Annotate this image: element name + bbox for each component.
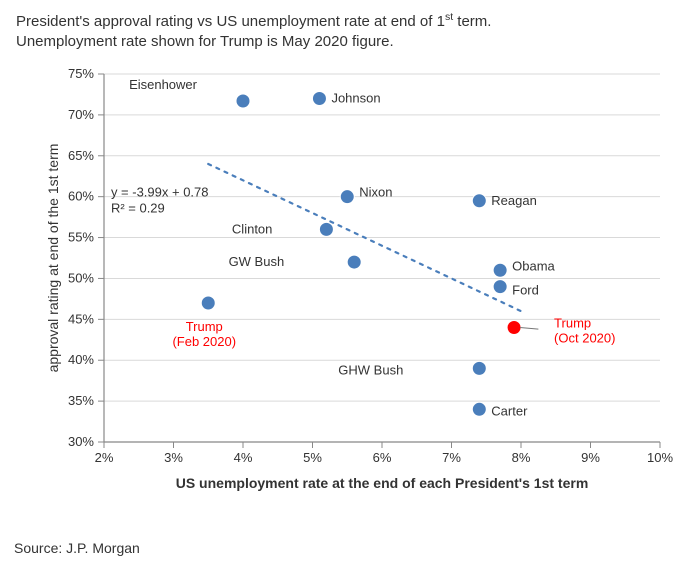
svg-text:60%: 60% [68, 189, 94, 204]
svg-text:55%: 55% [68, 230, 94, 245]
svg-text:7%: 7% [442, 450, 461, 465]
data-point [236, 94, 250, 108]
svg-text:10%: 10% [647, 450, 673, 465]
source-text: Source: J.P. Morgan [14, 540, 140, 556]
svg-text:4%: 4% [234, 450, 253, 465]
data-point [472, 402, 486, 416]
data-label: Clinton [232, 221, 272, 236]
data-point [347, 255, 361, 269]
data-point [472, 361, 486, 375]
svg-text:30%: 30% [68, 434, 94, 449]
svg-text:40%: 40% [68, 352, 94, 367]
chart-title: President's approval rating vs US unempl… [16, 10, 491, 53]
svg-text:R² = 0.29: R² = 0.29 [111, 201, 165, 216]
data-point [201, 296, 215, 310]
data-label: Ford [512, 283, 539, 298]
data-label: Eisenhower [129, 77, 198, 92]
title-line-1: President's approval rating vs US unempl… [16, 13, 491, 30]
figure-root: President's approval rating vs US unempl… [0, 0, 700, 566]
svg-text:45%: 45% [68, 311, 94, 326]
data-point [312, 92, 326, 106]
data-label: Johnson [331, 91, 380, 106]
data-label: GHW Bush [338, 362, 403, 377]
data-label: Carter [491, 403, 528, 418]
svg-text:70%: 70% [68, 107, 94, 122]
data-label: Trump(Oct 2020) [554, 316, 615, 346]
data-point [493, 263, 507, 277]
svg-text:65%: 65% [68, 148, 94, 163]
svg-text:35%: 35% [68, 393, 94, 408]
svg-text:6%: 6% [373, 450, 392, 465]
svg-text:2%: 2% [95, 450, 114, 465]
data-label: Reagan [491, 193, 537, 208]
data-point [340, 190, 354, 204]
data-point [507, 321, 521, 335]
title-line-2: Unemployment rate shown for Trump is May… [16, 33, 394, 50]
data-point [472, 194, 486, 208]
scatter-chart: 2% 3% 4% 5% 6% 7% 8% 9% 10% 30% 35% 40% 45% 50% 55% 60%… [40, 60, 680, 500]
data-point [319, 222, 333, 236]
data-label: GW Bush [229, 254, 285, 269]
svg-text:5%: 5% [303, 450, 322, 465]
svg-text:approval rating at end of the: approval rating at end of the 1st term [45, 144, 61, 373]
svg-text:50%: 50% [68, 270, 94, 285]
data-label: Trump(Feb 2020) [172, 319, 236, 349]
svg-text:75%: 75% [68, 66, 94, 81]
data-label: Nixon [359, 185, 392, 200]
svg-text:US unemployment rate at the en: US unemployment rate at the end of each … [176, 475, 589, 491]
svg-text:y = -3.99x + 0.78: y = -3.99x + 0.78 [111, 185, 209, 200]
data-point [493, 280, 507, 294]
svg-text:8%: 8% [512, 450, 531, 465]
svg-text:9%: 9% [581, 450, 600, 465]
svg-text:3%: 3% [164, 450, 183, 465]
data-label: Obama [512, 258, 555, 273]
